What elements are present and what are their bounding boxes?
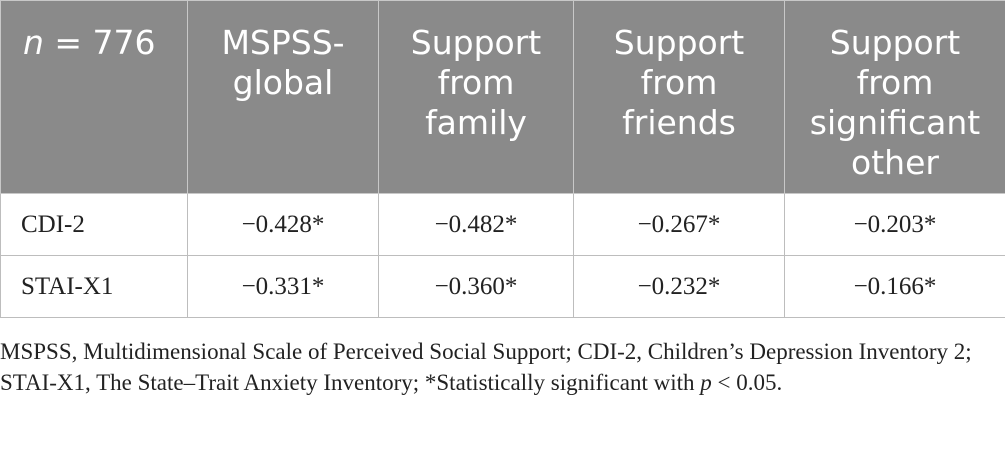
table-cell: −0.482* xyxy=(378,193,574,256)
correlation-table: n = 776 MSPSS-global Support from family… xyxy=(0,0,1005,318)
column-header-support-friends: Support from friends xyxy=(573,0,785,194)
table-body: CDI-2 −0.428* −0.482* −0.267* −0.203* ST… xyxy=(0,193,1005,318)
table-cell: −0.166* xyxy=(784,255,1005,318)
column-header-mspss-global: MSPSS-global xyxy=(187,0,379,194)
table-row: CDI-2 −0.428* −0.482* −0.267* −0.203* xyxy=(0,193,1005,256)
sample-size-header: n = 776 xyxy=(0,0,188,194)
table-row: STAI-X1 −0.331* −0.360* −0.232* −0.166* xyxy=(0,255,1005,318)
table-header: n = 776 MSPSS-global Support from family… xyxy=(0,0,1005,194)
table-cell: −0.360* xyxy=(378,255,574,318)
header-row: n = 776 MSPSS-global Support from family… xyxy=(0,0,1005,194)
footnote-text: MSPSS, Multidimensional Scale of Perceiv… xyxy=(0,339,972,395)
table-footnote: MSPSS, Multidimensional Scale of Perceiv… xyxy=(0,336,1000,398)
sample-size-n: n xyxy=(23,23,44,62)
column-header-support-significant-other: Support from significant other xyxy=(784,0,1005,194)
table-cell: −0.428* xyxy=(187,193,379,256)
row-label: STAI-X1 xyxy=(0,255,188,318)
sample-size-value: = 776 xyxy=(43,23,156,62)
table-cell: −0.203* xyxy=(784,193,1005,256)
table-cell: −0.232* xyxy=(573,255,785,318)
correlation-table-container: n = 776 MSPSS-global Support from family… xyxy=(0,0,1005,318)
row-label: CDI-2 xyxy=(0,193,188,256)
footnote-threshold: < 0.05. xyxy=(711,370,783,395)
column-header-support-family: Support from family xyxy=(378,0,574,194)
table-cell: −0.267* xyxy=(573,193,785,256)
table-cell: −0.331* xyxy=(187,255,379,318)
footnote-p-symbol: p xyxy=(700,370,712,395)
